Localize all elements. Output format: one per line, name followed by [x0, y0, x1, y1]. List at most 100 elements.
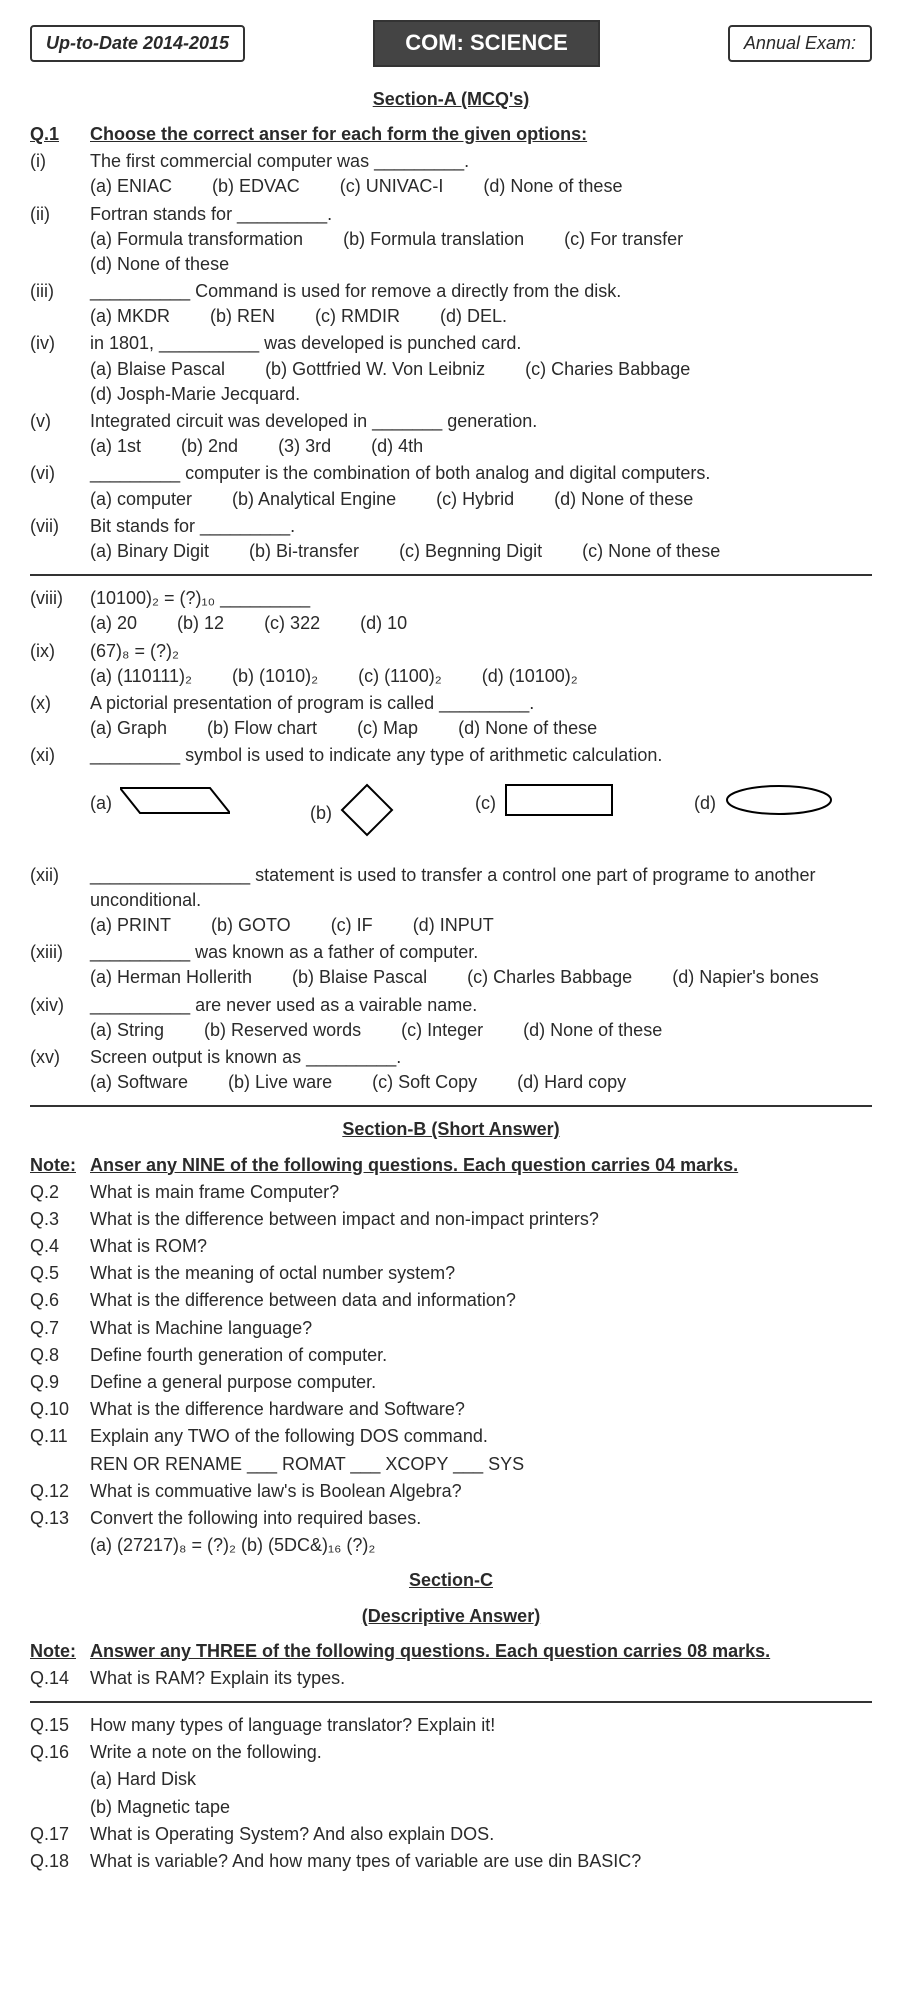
- mcq-question: __________ are never used as a vairable …: [90, 993, 872, 1018]
- mcq-option: (c) None of these: [582, 539, 720, 564]
- mcq-num: (ii): [30, 202, 90, 227]
- mcq-option: (d) Napier's bones: [672, 965, 819, 990]
- question-row: Q.4What is ROM?: [30, 1234, 872, 1259]
- mcq-option: (a) Software: [90, 1070, 188, 1095]
- question-text: What is RAM? Explain its types.: [90, 1666, 872, 1691]
- mcq-option: (c) 322: [264, 611, 320, 636]
- mcq-question: in 1801, __________ was developed is pun…: [90, 331, 872, 356]
- shape-option: (a): [90, 783, 230, 845]
- mcq-num: (xv): [30, 1045, 90, 1070]
- mcq-body: (10100)₂ = (?)₁₀ _________(a) 20(b) 12(c…: [90, 586, 872, 636]
- mcq-option: (a) ENIAC: [90, 174, 172, 199]
- mcq-question: Integrated circuit was developed in ____…: [90, 409, 872, 434]
- mcq-option: (d) None of these: [90, 252, 229, 277]
- mcq-option: (a) 20: [90, 611, 137, 636]
- note-row: Note: Anser any NINE of the following qu…: [30, 1153, 872, 1178]
- mcq-option: (b) (1010)₂: [232, 664, 318, 689]
- mcq-option: (b) Gottfried W. Von Leibniz: [265, 357, 485, 382]
- question-row: Q.7What is Machine language?: [30, 1316, 872, 1341]
- mcq-option: (c) For transfer: [564, 227, 683, 252]
- divider: [30, 574, 872, 576]
- question-row: Q.13Convert the following into required …: [30, 1506, 872, 1531]
- mcq-option: (d) 4th: [371, 434, 423, 459]
- mcq-num: (iii): [30, 279, 90, 304]
- mcq-item: (xi)_________ symbol is used to indicate…: [30, 743, 872, 860]
- question-row: Q.18What is variable? And how many tpes …: [30, 1849, 872, 1874]
- mcq-body: The first commercial computer was ______…: [90, 149, 872, 199]
- mcq-item: (xiii)__________ was known as a father o…: [30, 940, 872, 990]
- header-right: Annual Exam:: [728, 25, 872, 62]
- section-c-sub: (Descriptive Answer): [30, 1604, 872, 1629]
- question-row: Q.17What is Operating System? And also e…: [30, 1822, 872, 1847]
- section-b-title: Section-B (Short Answer): [30, 1117, 872, 1142]
- mcq-option: (d) Hard copy: [517, 1070, 626, 1095]
- mcq-option: (c) RMDIR: [315, 304, 400, 329]
- mcq-item: (iv)in 1801, __________ was developed is…: [30, 331, 872, 407]
- question-text: What is the difference between impact an…: [90, 1207, 872, 1232]
- section-a-title: Section-A (MCQ's): [30, 87, 872, 112]
- mcq-num: (viii): [30, 586, 90, 611]
- question-row: Q.5What is the meaning of octal number s…: [30, 1261, 872, 1286]
- mcq-option: (a) 1st: [90, 434, 141, 459]
- mcq-item: (xv)Screen output is known as _________.…: [30, 1045, 872, 1095]
- mcq-num: (xiii): [30, 940, 90, 965]
- question-text: Write a note on the following.: [90, 1740, 872, 1765]
- mcq-option: (a) Binary Digit: [90, 539, 209, 564]
- mcq-option: (c) Hybrid: [436, 487, 514, 512]
- mcq-body: ________________ statement is used to tr…: [90, 863, 872, 939]
- question-text: What is variable? And how many tpes of v…: [90, 1849, 872, 1874]
- mcq-options: (a) Binary Digit(b) Bi-transfer(c) Begnn…: [90, 539, 872, 564]
- question-num: Q.10: [30, 1397, 90, 1422]
- shape-option: (c): [475, 783, 614, 845]
- question-row: Q.2What is main frame Computer?: [30, 1180, 872, 1205]
- mcq-options: (a) ENIAC(b) EDVAC(c) UNIVAC-I(d) None o…: [90, 174, 872, 199]
- mcq-question: A pictorial presentation of program is c…: [90, 691, 872, 716]
- mcq-num: (vi): [30, 461, 90, 486]
- mcq-question: Fortran stands for _________.: [90, 202, 872, 227]
- question-num: Q.11: [30, 1424, 90, 1449]
- mcq-option: (a) Graph: [90, 716, 167, 741]
- mcq-option: (c) (1100)₂: [358, 664, 442, 689]
- mcq-option: (d) (10100)₂: [482, 664, 578, 689]
- question-text: What is the meaning of octal number syst…: [90, 1261, 872, 1286]
- mcq-question: __________ Command is used for remove a …: [90, 279, 872, 304]
- mcq-option: (b) Analytical Engine: [232, 487, 396, 512]
- mcq-body: Screen output is known as _________.(a) …: [90, 1045, 872, 1095]
- question-num: Q.5: [30, 1261, 90, 1286]
- mcq-option: (a) String: [90, 1018, 164, 1043]
- question-row: Q.15How many types of language translato…: [30, 1713, 872, 1738]
- mcq-num: (x): [30, 691, 90, 716]
- mcq-options: (a) 1st(b) 2nd(3) 3rd(d) 4th: [90, 434, 872, 459]
- question-text: What is the difference between data and …: [90, 1288, 872, 1313]
- question-num: Q.16: [30, 1740, 90, 1765]
- question-text: What is main frame Computer?: [90, 1180, 872, 1205]
- question-num: Q.18: [30, 1849, 90, 1874]
- mcq-num: (xiv): [30, 993, 90, 1018]
- mcq-body: _________ computer is the combination of…: [90, 461, 872, 511]
- mcq-options: (a) MKDR(b) REN(c) RMDIR(d) DEL.: [90, 304, 872, 329]
- mcq-num: (i): [30, 149, 90, 174]
- mcq-option: (c) Map: [357, 716, 418, 741]
- mcq-options: (a) Formula transformation(b) Formula tr…: [90, 227, 872, 277]
- mcq-body: Integrated circuit was developed in ____…: [90, 409, 872, 459]
- mcq-item: (ii)Fortran stands for _________.(a) For…: [30, 202, 872, 278]
- mcq-options: (a) Blaise Pascal(b) Gottfried W. Von Le…: [90, 357, 872, 407]
- q1-num: Q.1: [30, 122, 90, 147]
- question-row: Q.16Write a note on the following.: [30, 1740, 872, 1765]
- mcq-option: (a) Formula transformation: [90, 227, 303, 252]
- question-num: Q.7: [30, 1316, 90, 1341]
- mcq-options: (a) computer (b) Analytical Engine (c) Hyb…: [90, 487, 872, 512]
- mcq-option: (a) computer: [90, 487, 192, 512]
- mcq-num: (xii): [30, 863, 90, 888]
- mcq-option: (b) Reserved words: [204, 1018, 361, 1043]
- question-text: What is commuative law's is Boolean Alge…: [90, 1479, 872, 1504]
- mcq-item: (vii)Bit stands for _________.(a) Binary…: [30, 514, 872, 564]
- q1-header: Q.1 Choose the correct anser for each fo…: [30, 122, 872, 147]
- mcq-option: (a) (110111)₂: [90, 664, 192, 689]
- mcq-question: Bit stands for _________.: [90, 514, 872, 539]
- question-num: Q.6: [30, 1288, 90, 1313]
- mcq-body: Fortran stands for _________.(a) Formula…: [90, 202, 872, 278]
- mcq-options: (a) 20(b) 12(c) 322(d) 10: [90, 611, 872, 636]
- mcq-body: __________ are never used as a vairable …: [90, 993, 872, 1043]
- question-text: What is Operating System? And also expla…: [90, 1822, 872, 1847]
